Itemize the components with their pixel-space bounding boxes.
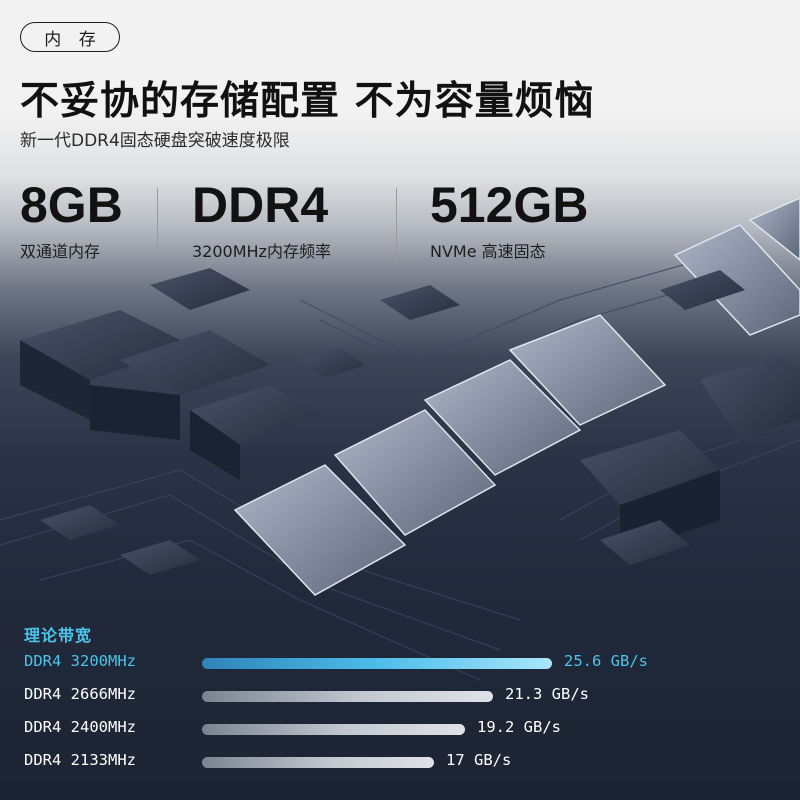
spec-value: 512GB [430, 177, 589, 233]
spec-memory-type: DDR4 3200MHz内存频率 [192, 178, 331, 262]
bandwidth-row: DDR4 2666MHz 21.3 GB/s [0, 681, 800, 711]
spec-divider [157, 188, 158, 260]
bandwidth-bar [202, 658, 552, 669]
bandwidth-title: 理论带宽 [24, 626, 93, 645]
left-components [20, 268, 460, 575]
page-subtitle: 新一代DDR4固态硬盘突破速度极限 [20, 131, 290, 151]
bandwidth-value: 17 GB/s [446, 751, 512, 769]
bandwidth-label: DDR4 2666MHz [24, 685, 136, 703]
section-tag: 内 存 [20, 22, 120, 52]
bandwidth-value: 25.6 GB/s [564, 652, 648, 670]
spec-value: 8GB [20, 177, 123, 233]
spec-value: DDR4 [192, 177, 329, 233]
right-components [580, 270, 800, 565]
bandwidth-label: DDR4 2400MHz [24, 718, 136, 736]
spec-caption: NVMe 高速固态 [430, 242, 546, 261]
bandwidth-label: DDR4 2133MHz [24, 751, 136, 769]
bandwidth-value: 19.2 GB/s [477, 718, 561, 736]
bandwidth-bar [202, 757, 434, 768]
bandwidth-row: DDR4 2133MHz 17 GB/s [0, 747, 800, 777]
memory-chips [233, 197, 800, 596]
spec-storage: 512GB NVMe 高速固态 [430, 178, 588, 262]
spec-caption: 3200MHz内存频率 [192, 242, 331, 261]
spec-caption: 双通道内存 [20, 242, 101, 261]
bandwidth-row: DDR4 2400MHz 19.2 GB/s [0, 714, 800, 744]
spec-memory-size: 8GB 双通道内存 [20, 178, 123, 262]
bandwidth-row: DDR4 3200MHz 25.6 GB/s [0, 648, 800, 678]
bandwidth-bar [202, 724, 465, 735]
bandwidth-value: 21.3 GB/s [505, 685, 589, 703]
page-title: 不妥协的存储配置 不为容量烦恼 [20, 79, 595, 124]
spec-divider [396, 188, 397, 260]
bandwidth-label: DDR4 3200MHz [24, 652, 136, 670]
bandwidth-bar [202, 691, 493, 702]
